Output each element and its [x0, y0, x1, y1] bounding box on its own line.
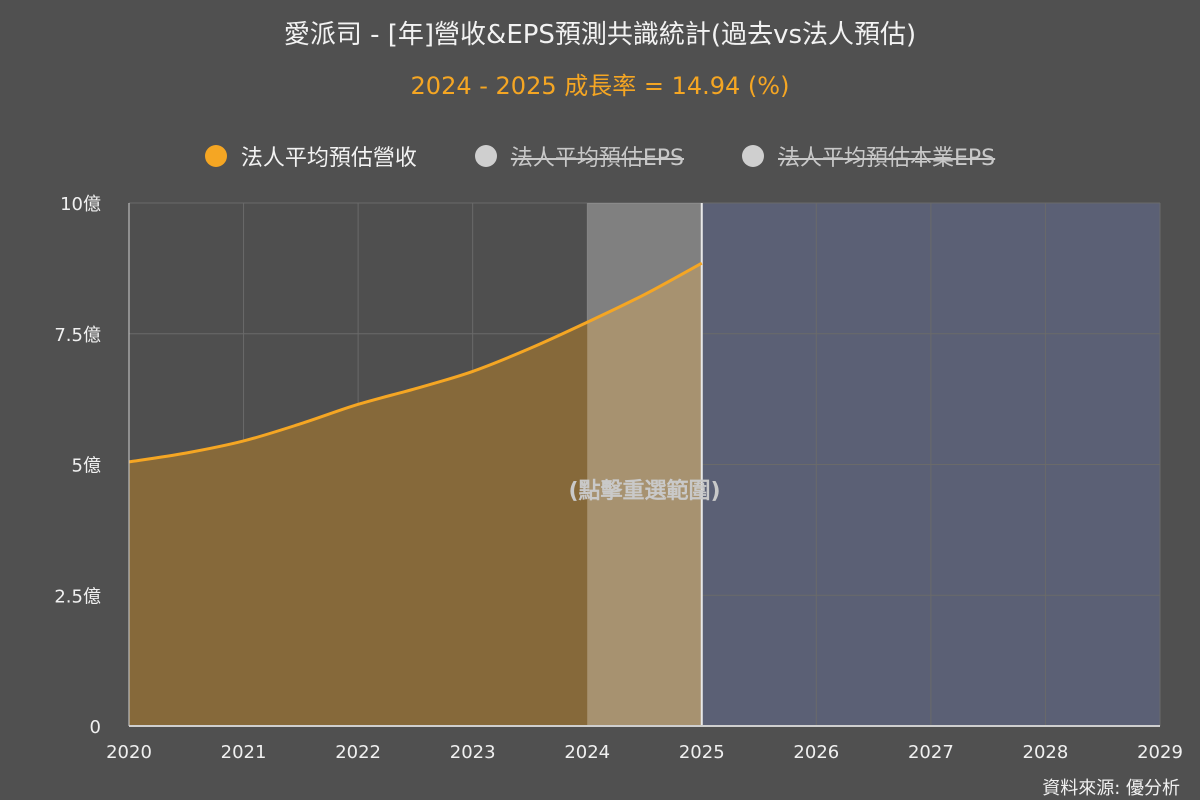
legend-item-core-eps[interactable]: 法人平均預估本業EPS [742, 140, 995, 172]
legend-item-eps[interactable]: 法人平均預估EPS [474, 140, 684, 172]
x-tick-label: 2021 [221, 742, 267, 763]
legend-item-revenue[interactable]: 法人平均預估營收 [204, 140, 417, 172]
selection-range-overlay[interactable] [587, 203, 702, 726]
y-tick-label: 5億 [72, 456, 101, 477]
data-source-label: 資料來源: 優分析 [1042, 778, 1180, 799]
x-tick-label: 2025 [679, 742, 725, 763]
x-tick-label: 2020 [106, 742, 152, 763]
x-tick-label: 2028 [1023, 742, 1069, 763]
legend-label-eps: 法人平均預估EPS [510, 146, 684, 171]
x-tick-label: 2026 [793, 742, 839, 763]
legend-dot-core-eps [742, 145, 764, 167]
legend-dot-eps [474, 145, 497, 167]
x-tick-label: 2029 [1137, 742, 1183, 763]
legend: 法人平均預估營收 法人平均預估EPS 法人平均預估本業EPS [0, 140, 1200, 172]
legend-label-core-eps: 法人平均預估本業EPS [778, 146, 996, 171]
x-tick-label: 2023 [450, 742, 496, 763]
x-tick-label: 2027 [908, 742, 954, 763]
chart-title: 愛派司 - [年]營收&EPS預測共識統計(過去vs法人預估) [283, 20, 917, 50]
revenue-line [128, 261, 703, 464]
y-tick-label: 7.5億 [54, 325, 101, 346]
y-tick-label: 0 [90, 717, 101, 738]
y-tick-label: 10億 [60, 194, 101, 215]
x-tick-label: 2022 [335, 742, 381, 763]
legend-dot-revenue [204, 145, 227, 167]
legend-label-revenue: 法人平均預估營收 [240, 146, 417, 171]
revenue-area [129, 263, 702, 726]
reselect-range-hint[interactable]: (點擊重選範圍) [568, 478, 720, 504]
growth-rate-subtitle: 2024 - 2025 成長率 = 14.94 (%) [410, 72, 790, 100]
y-tick-label: 2.5億 [54, 586, 101, 607]
x-tick-label: 2024 [564, 742, 610, 763]
